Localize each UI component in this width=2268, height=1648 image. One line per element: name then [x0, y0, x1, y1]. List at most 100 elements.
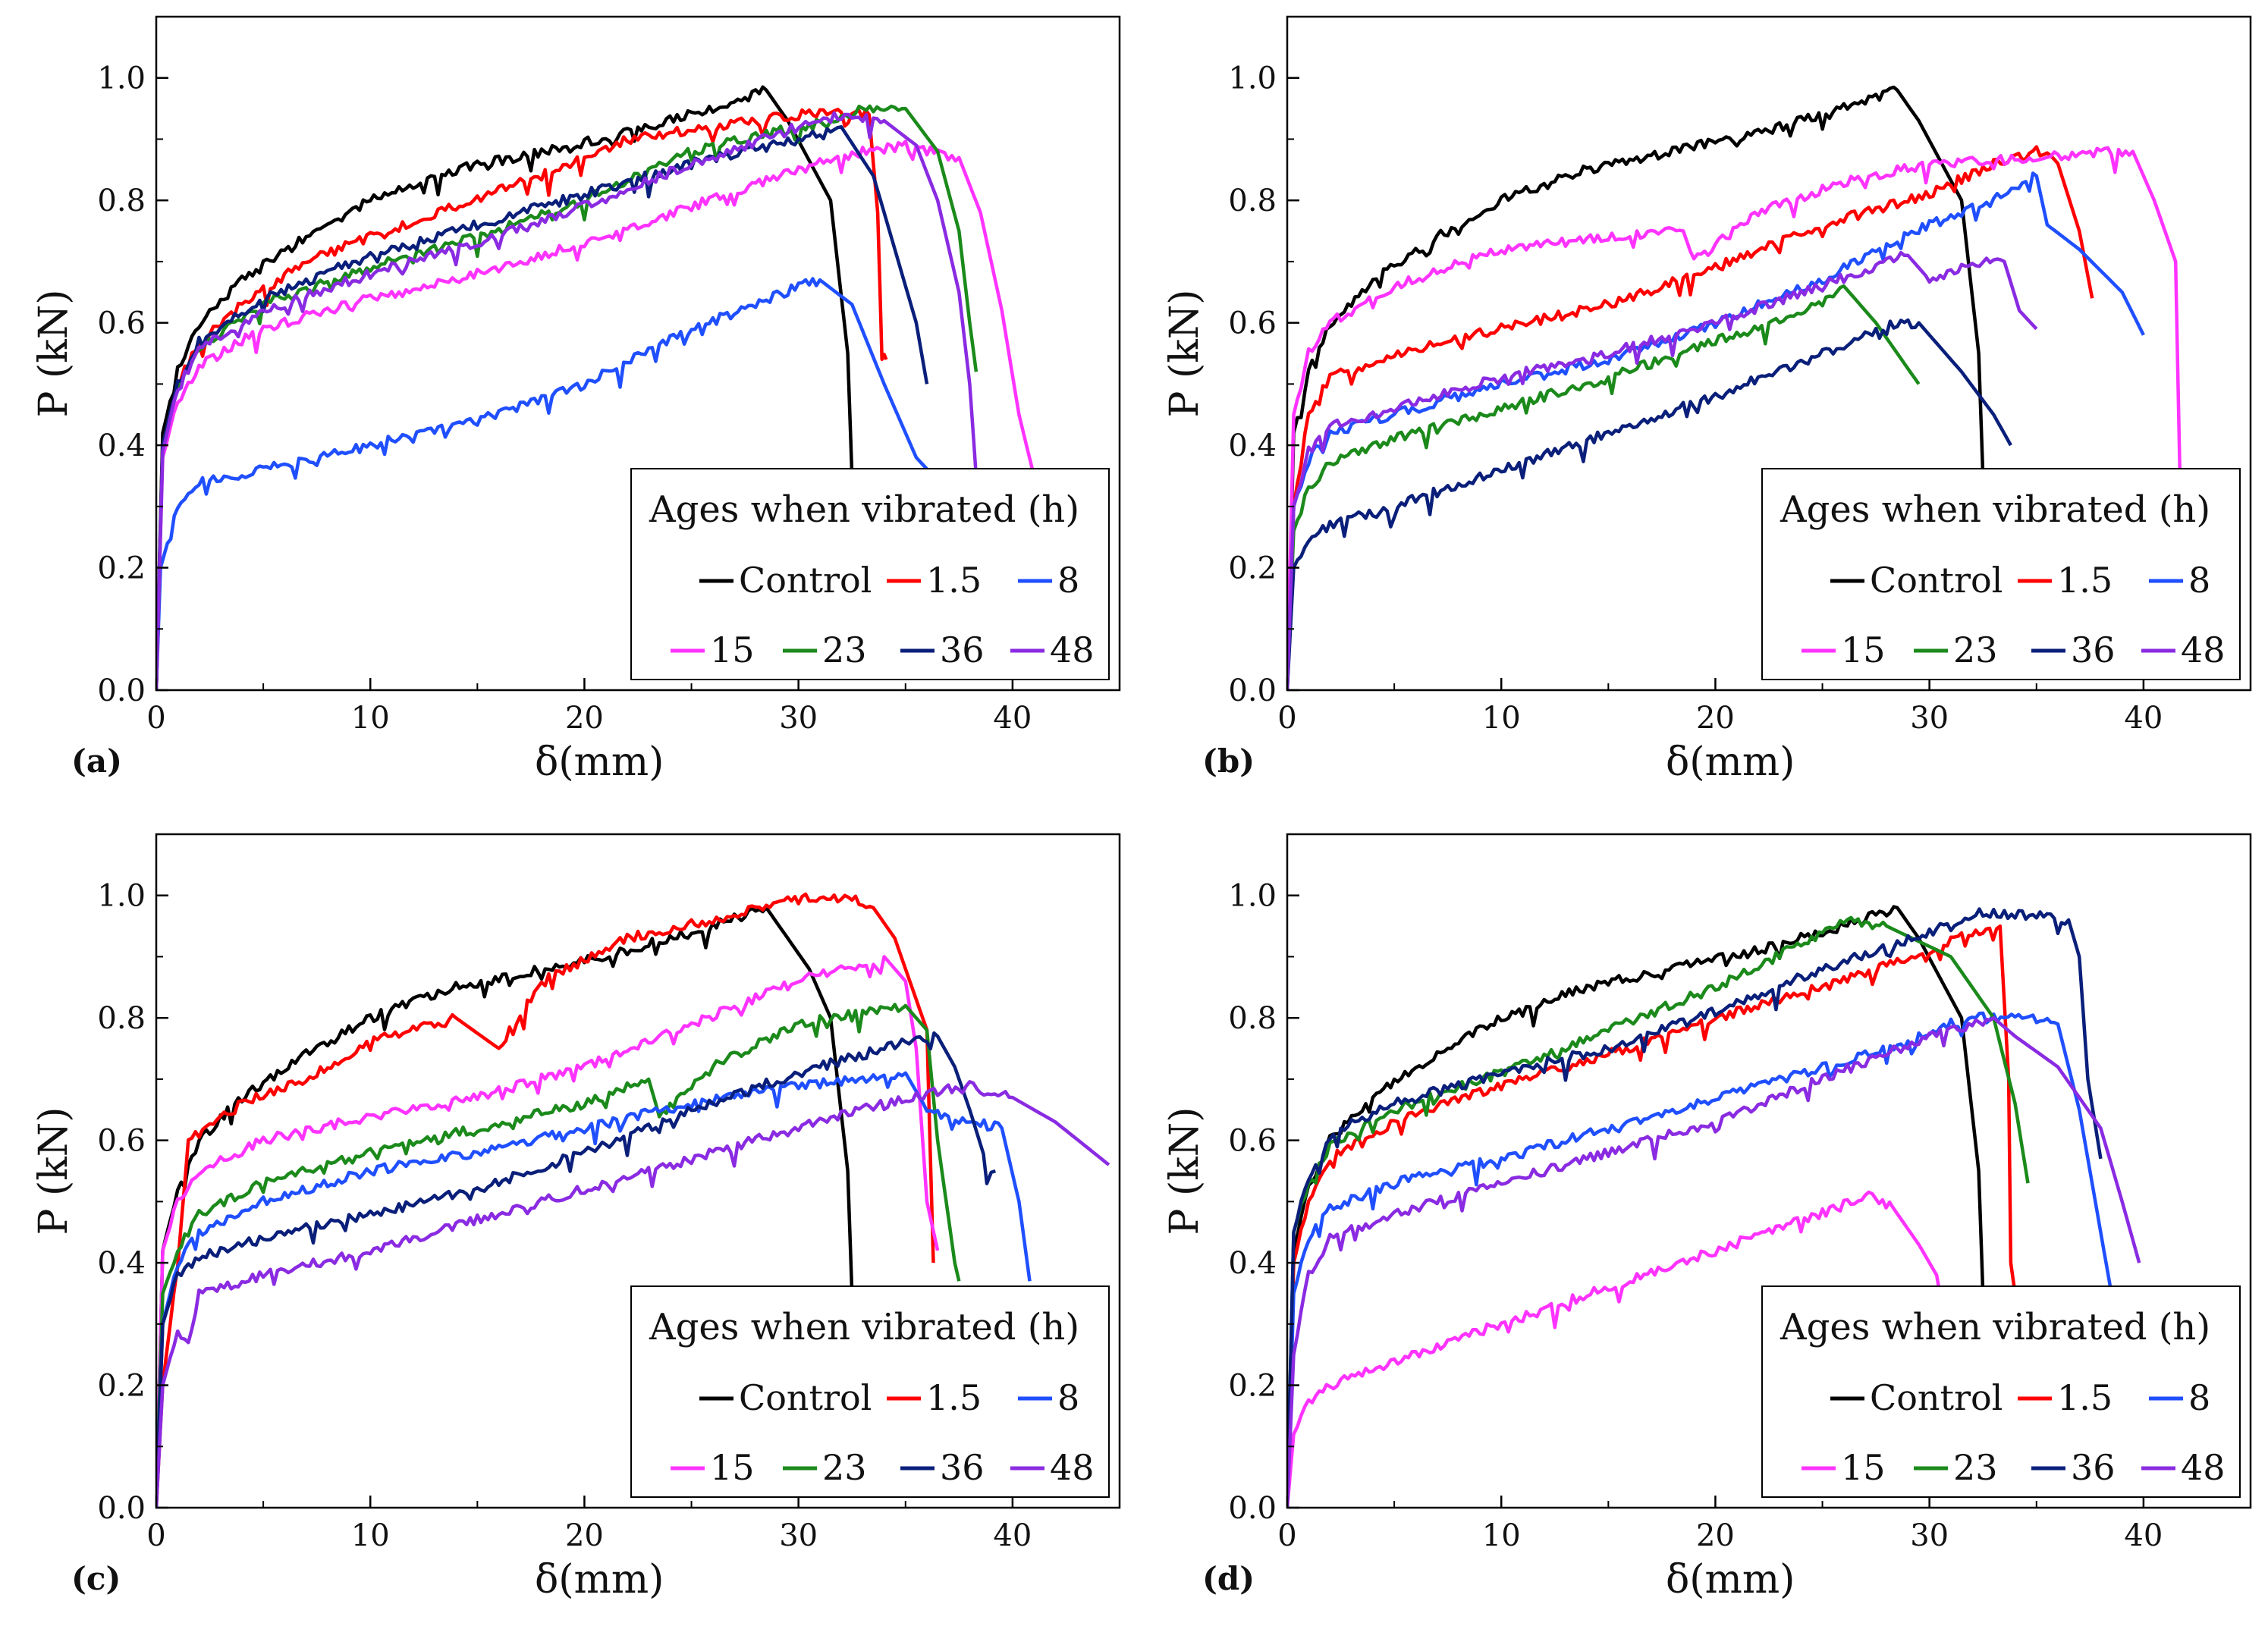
series-group — [156, 892, 1110, 1508]
legend-item: 48 — [1010, 1447, 1095, 1488]
legend: Ages when vibrated (h) Control 1.5 8 15 23 36 4… — [630, 1285, 1110, 1498]
x-tick-label: 20 — [1696, 701, 1735, 736]
y-tick-label: 1.0 — [97, 61, 146, 96]
x-axis-label: δ(mm) — [1666, 1557, 1795, 1602]
legend-label: 23 — [1953, 629, 1998, 670]
legend-item: Control — [1830, 560, 2003, 601]
series-line-control — [156, 906, 854, 1508]
x-tick-label: 40 — [2124, 701, 2163, 736]
y-tick-label: 0.6 — [1228, 1124, 1277, 1159]
y-axis-label: P (kN) — [31, 289, 77, 417]
y-tick-label: 0.4 — [1228, 428, 1277, 463]
legend-label: Control — [739, 560, 872, 601]
series-line-36 — [1287, 907, 2103, 1508]
plot-frame — [1286, 15, 2252, 692]
legend-label: 8 — [2188, 1377, 2210, 1418]
y-tick-label: 0.2 — [97, 1369, 146, 1404]
series-line-48 — [156, 1080, 1110, 1508]
chart-panel-2: 0 10 20 30 40 0.0 0.2 0.4 0.6 0.8 1.0 δ(mm) P (kN) (c… — [31, 833, 1121, 1602]
series-line-36 — [156, 1031, 997, 1508]
legend-box — [630, 1285, 1110, 1498]
series-line-23 — [1287, 284, 1921, 690]
legend-label: 36 — [2071, 1447, 2116, 1488]
y-tick-label: 0.6 — [97, 1124, 146, 1159]
x-tick-label: 10 — [351, 1518, 390, 1553]
y-axis-label: P (kN) — [31, 1107, 77, 1235]
legend-title: Ages when vibrated (h) — [1780, 1306, 2210, 1348]
series-line-15 — [156, 955, 940, 1508]
legend: Ages when vibrated (h) Control 1.5 8 15 23 36 4… — [1761, 468, 2241, 680]
x-tick-label: 0 — [1277, 701, 1296, 736]
legend-item: 15 — [671, 629, 755, 670]
legend-box — [630, 468, 1110, 680]
legend-label: 23 — [822, 1447, 867, 1488]
legend-item: 1.5 — [887, 1377, 982, 1418]
legend-box — [1761, 1285, 2241, 1498]
plot-frame — [155, 833, 1121, 1509]
legend-item: 1.5 — [2018, 560, 2113, 601]
y-tick-label: 0.2 — [1228, 1369, 1277, 1404]
series-group — [156, 85, 1036, 690]
y-tick-label: 1.0 — [97, 879, 146, 914]
legend-label: 15 — [710, 1447, 755, 1488]
x-tick-label: 0 — [146, 701, 165, 736]
x-tick-label: 10 — [1482, 701, 1521, 736]
legend-item: Control — [699, 560, 872, 601]
legend-item: 36 — [900, 1447, 985, 1488]
y-tick-label: 1.0 — [1228, 61, 1277, 96]
x-axis-label: δ(mm) — [1666, 739, 1795, 785]
y-tick-label: 0.0 — [97, 1491, 146, 1526]
legend-item: 48 — [2141, 629, 2226, 670]
y-tick-label: 0.6 — [1228, 306, 1277, 341]
legend-label: 1.5 — [926, 560, 982, 601]
y-tick-label: 0.4 — [1228, 1246, 1277, 1281]
legend-label: 8 — [1057, 1377, 1079, 1418]
y-tick-label: 0.4 — [97, 1246, 146, 1281]
chart-panel-0: 0 10 20 30 40 0.0 0.2 0.4 0.6 0.8 1.0 δ(mm) P (kN) (a… — [31, 15, 1121, 785]
legend-item: 36 — [900, 629, 985, 670]
legend-item: 23 — [783, 629, 867, 670]
legend-label: 8 — [1057, 560, 1079, 601]
series-line-1.5 — [156, 108, 888, 690]
legend-label: 15 — [1841, 1447, 1886, 1488]
plot-frame — [155, 15, 1121, 692]
series-group — [1287, 85, 2182, 690]
series-group — [1287, 905, 2141, 1508]
legend-label: 36 — [2071, 629, 2116, 670]
y-tick-label: 0.0 — [1228, 673, 1277, 708]
series-line-8 — [156, 1071, 1032, 1508]
series-line-control — [1287, 85, 1985, 690]
legend-item: 48 — [1010, 629, 1095, 670]
series-line-1.5 — [156, 892, 935, 1508]
series-line-23 — [1287, 915, 2030, 1508]
legend-item: 8 — [2149, 1377, 2210, 1418]
panel-label: (d) — [1202, 1560, 1255, 1597]
legend-item: 1.5 — [887, 560, 982, 601]
legend-title: Ages when vibrated (h) — [649, 1306, 1079, 1348]
legend-item: 8 — [1018, 560, 1079, 601]
legend-item: 1.5 — [2018, 1377, 2113, 1418]
legend-item: 36 — [2031, 629, 2116, 670]
x-tick-label: 30 — [1910, 701, 1949, 736]
legend-label: 8 — [2188, 560, 2210, 601]
legend-box — [1761, 468, 2241, 680]
y-axis-label: P (kN) — [1162, 289, 1208, 417]
legend-item: 15 — [1802, 629, 1886, 670]
y-tick-label: 0.8 — [97, 1001, 146, 1036]
legend-label: 23 — [822, 629, 867, 670]
legend-item: 8 — [1018, 1377, 1079, 1418]
legend-label: 36 — [940, 629, 985, 670]
legend: Ages when vibrated (h) Control 1.5 8 15 23 36 4… — [630, 468, 1110, 680]
series-line-36 — [1287, 318, 2012, 690]
series-line-15 — [156, 140, 1036, 690]
y-tick-label: 0.6 — [97, 306, 146, 341]
x-tick-label: 30 — [779, 701, 818, 736]
y-tick-label: 0.8 — [1228, 184, 1277, 218]
legend-title: Ages when vibrated (h) — [649, 488, 1079, 531]
x-tick-label: 40 — [993, 1518, 1032, 1553]
legend-label: 1.5 — [926, 1377, 982, 1418]
chart-panel-3: 0 10 20 30 40 0.0 0.2 0.4 0.6 0.8 1.0 δ(mm) P (kN) (d… — [1162, 833, 2252, 1602]
legend-label: 15 — [1841, 629, 1886, 670]
legend-label: 15 — [710, 629, 755, 670]
legend-item: 8 — [2149, 560, 2210, 601]
